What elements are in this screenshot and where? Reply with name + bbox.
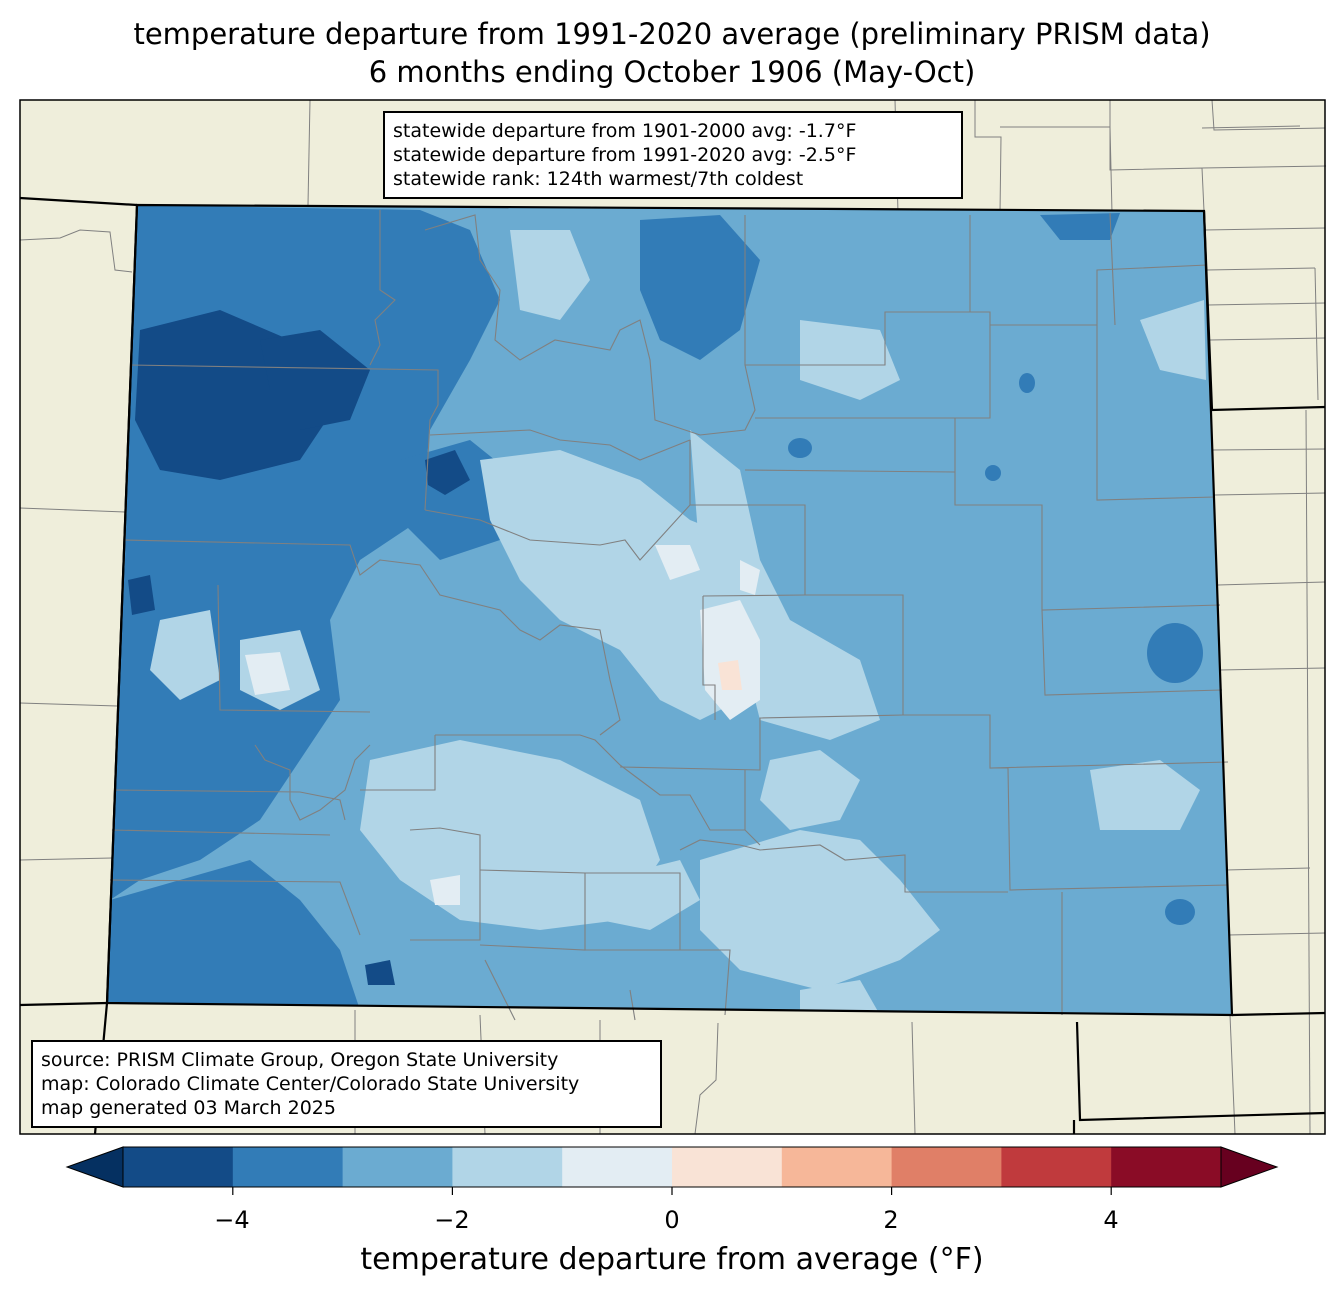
colorbar-under-triangle <box>65 1146 124 1188</box>
colorbar-over-triangle <box>1220 1146 1279 1188</box>
colorbar-tick-label: −2 <box>434 1206 470 1234</box>
zone-core-sw <box>365 960 395 985</box>
zone-north-light <box>510 230 590 320</box>
zone-near-zero-3 <box>245 652 290 695</box>
generated-date-line: map generated 03 March 2025 <box>41 1097 336 1119</box>
zone-ne-light2 <box>1140 300 1206 380</box>
zone-ne-light1 <box>800 320 900 400</box>
colorbar-label: temperature departure from average (°F) <box>360 1242 984 1277</box>
departure-field <box>107 205 1232 1015</box>
colorbar-bin <box>781 1147 893 1187</box>
source-line: source: PRISM Climate Group, Oregon Stat… <box>41 1049 559 1071</box>
zone-spot-e2 <box>1165 899 1195 925</box>
colorbar-bin <box>342 1147 453 1187</box>
colorbar-tick-label: 0 <box>664 1206 680 1234</box>
zone-s-light2 <box>800 980 880 1015</box>
colorbar <box>65 1146 1279 1195</box>
zone-spot-e1 <box>1147 623 1203 683</box>
zone-northcentral <box>640 215 760 360</box>
zone-northeast-strip <box>1040 213 1120 240</box>
zone-w-light <box>150 610 220 700</box>
zone-southwest <box>107 860 360 1010</box>
zone-positive <box>718 660 742 690</box>
zone-core-nw2 <box>260 330 370 430</box>
zone-sangre-light <box>690 430 880 740</box>
zone-spot-e4 <box>985 465 1001 481</box>
colorbar-bin <box>891 1147 1002 1187</box>
colorbar-bin <box>123 1147 234 1187</box>
map-title: temperature departure from 1991-2020 ave… <box>133 17 1211 51</box>
zone-spot-e5 <box>788 438 812 458</box>
colorbar-bin <box>232 1147 344 1187</box>
neighbor-county-lines <box>19 99 1327 1135</box>
zone-near-zero-2 <box>655 545 700 580</box>
zone-near-zero-5 <box>740 560 760 595</box>
state-boundaries <box>19 196 1326 1135</box>
colorbar-bin <box>1111 1147 1222 1187</box>
zone-core-w <box>128 575 155 615</box>
zone-se-light <box>1090 760 1200 830</box>
zone-s-light <box>600 860 700 930</box>
zone-southeast-light <box>700 830 940 990</box>
zone-core-central <box>425 450 470 495</box>
statewide-stats-box: statewide departure from 1901-2000 avg: … <box>383 111 963 199</box>
stats-departure-1991-2020: statewide departure from 1991-2020 avg: … <box>393 144 857 166</box>
colorbar-tick-label: 4 <box>1103 1206 1119 1234</box>
stats-departure-1901-2000: statewide departure from 1901-2000 avg: … <box>393 120 857 142</box>
colorbar-bin <box>1001 1147 1112 1187</box>
map-credit-line: map: Colorado Climate Center/Colorado St… <box>41 1073 580 1095</box>
colorbar-tick-label: −4 <box>214 1206 250 1234</box>
zone-near-zero-4 <box>430 875 460 905</box>
source-box: source: PRISM Climate Group, Oregon Stat… <box>31 1040 662 1128</box>
zone-spot-e3 <box>1019 373 1035 393</box>
colorbar-bin <box>562 1147 673 1187</box>
stats-rank: statewide rank: 124th warmest/7th coldes… <box>393 168 804 190</box>
county-lines <box>109 210 1229 1021</box>
zone-central-light <box>480 450 760 720</box>
map-subtitle: 6 months ending October 1906 (May-Oct) <box>368 55 976 89</box>
colorbar-bin <box>672 1147 783 1187</box>
map-frame <box>19 99 1326 1135</box>
zone-pueblo-light <box>760 750 860 830</box>
colorbar-bin <box>452 1147 563 1187</box>
colorbar-tick-label: 2 <box>883 1206 899 1234</box>
